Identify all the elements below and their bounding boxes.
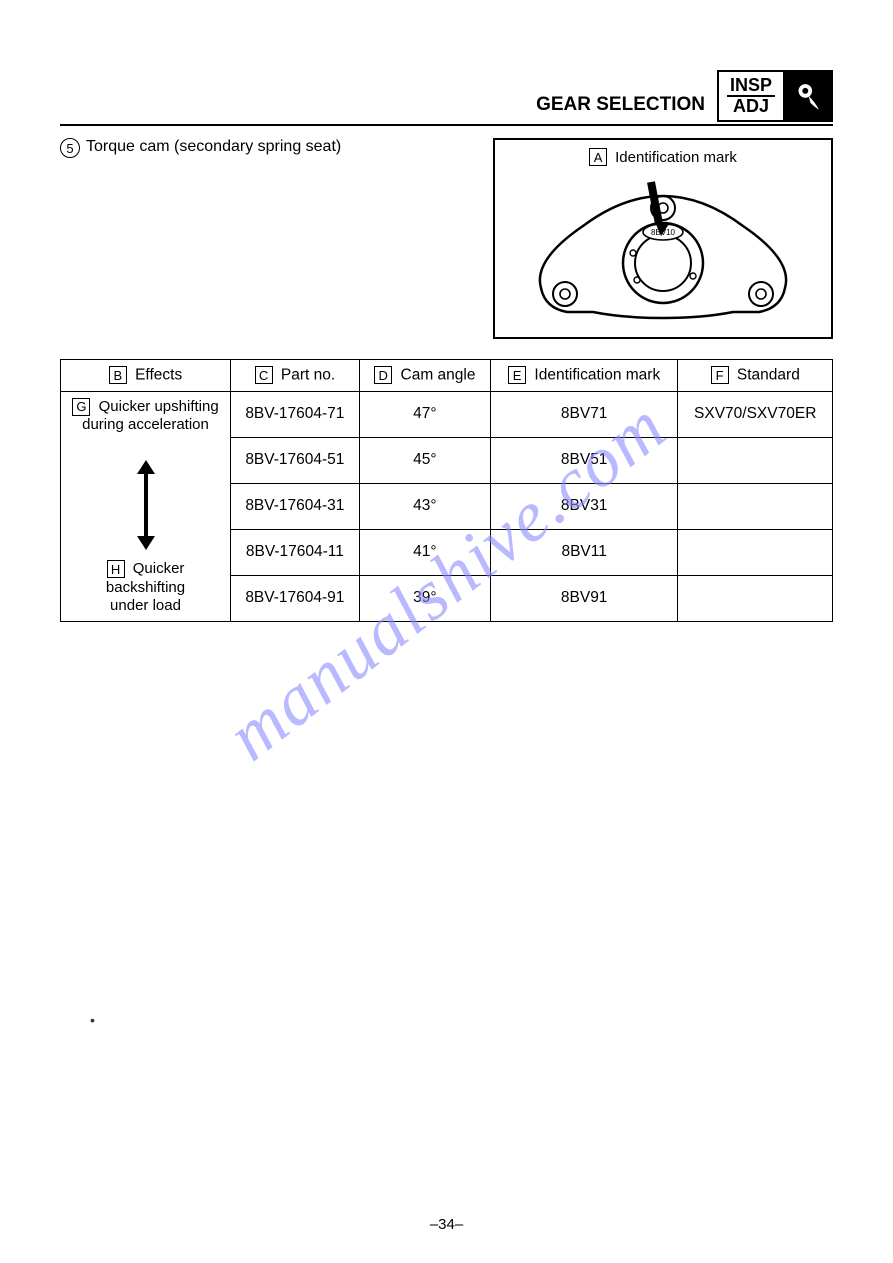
cell-cam: 45° <box>359 437 490 483</box>
cell-cam: 39° <box>359 575 490 621</box>
badge-top: INSP <box>730 76 772 95</box>
cell-std <box>678 483 833 529</box>
cell-std: SXV70/SXV70ER <box>678 391 833 437</box>
cell-id: 8BV11 <box>490 529 678 575</box>
effects-top: G Quicker upshifting during acceleration <box>61 398 230 434</box>
cell-part: 8BV-17604-11 <box>231 529 360 575</box>
diagram-label-text: Identification mark <box>615 149 737 166</box>
top-row: 5 Torque cam (secondary spring seat) A I… <box>60 138 833 339</box>
effects-cell: G Quicker upshifting during acceleration… <box>61 391 231 621</box>
torque-cam-diagram: 8BV10 <box>501 168 825 328</box>
table-header-row: B Effects C Part no. D Cam angle E Ident… <box>61 360 833 392</box>
th-effects: B Effects <box>61 360 231 392</box>
section-title: GEAR SELECTION <box>536 94 705 122</box>
cell-part: 8BV-17604-51 <box>231 437 360 483</box>
page-number: –34– <box>430 1216 463 1233</box>
callout-5: 5 Torque cam (secondary spring seat) <box>60 138 475 339</box>
cell-id: 8BV51 <box>490 437 678 483</box>
page-header: GEAR SELECTION INSP ADJ <box>60 70 833 126</box>
torque-cam-table: B Effects C Part no. D Cam angle E Ident… <box>60 359 833 622</box>
cell-id: 8BV31 <box>490 483 678 529</box>
callout-number: 5 <box>60 138 80 158</box>
diagram-label-letter: A <box>589 148 607 166</box>
cell-std <box>678 529 833 575</box>
cell-part: 8BV-17604-91 <box>231 575 360 621</box>
diagram-box: A Identification mark 8BV10 <box>493 138 833 339</box>
cell-cam: 41° <box>359 529 490 575</box>
effects-bottom: H Quicker backshifting under load <box>61 560 230 614</box>
cell-id: 8BV91 <box>490 575 678 621</box>
diagram-label: A Identification mark <box>501 148 825 166</box>
cell-std <box>678 575 833 621</box>
stray-mark: • <box>90 1012 95 1028</box>
cell-part: 8BV-17604-71 <box>231 391 360 437</box>
cell-std <box>678 437 833 483</box>
th-part: C Part no. <box>231 360 360 392</box>
callout-text: Torque cam (secondary spring seat) <box>86 138 341 156</box>
double-arrow-icon <box>131 460 161 550</box>
th-cam: D Cam angle <box>359 360 490 392</box>
cell-cam: 47° <box>359 391 490 437</box>
table-row: G Quicker upshifting during acceleration… <box>61 391 833 437</box>
wrench-icon <box>783 72 831 120</box>
cell-part: 8BV-17604-31 <box>231 483 360 529</box>
badge-bottom: ADJ <box>727 95 775 116</box>
cell-cam: 43° <box>359 483 490 529</box>
chapter-badge: INSP ADJ <box>717 70 833 122</box>
th-std: F Standard <box>678 360 833 392</box>
cell-id: 8BV71 <box>490 391 678 437</box>
th-id: E Identification mark <box>490 360 678 392</box>
badge-text: INSP ADJ <box>719 72 783 120</box>
